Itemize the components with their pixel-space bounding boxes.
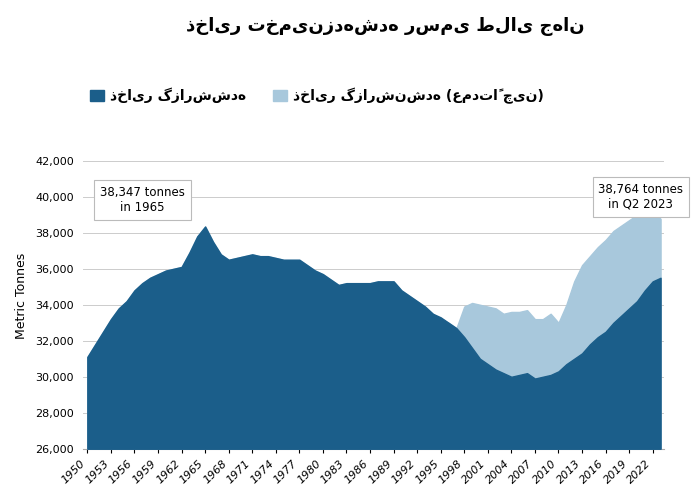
Text: 38,764 tonnes
in Q2 2023: 38,764 tonnes in Q2 2023 (598, 183, 683, 211)
Text: 38,347 tonnes
in 1965: 38,347 tonnes in 1965 (100, 186, 185, 214)
Y-axis label: Metric Tonnes: Metric Tonnes (15, 252, 28, 339)
Legend: ذخایر گزارششده, ذخایر گزارشنشده (عمدتاً چین): ذخایر گزارششده, ذخایر گزارشنشده (عمدتاً … (85, 82, 550, 110)
Text: ذخایر تخمین‌زدهشده رسمی طلای جهان: ذخایر تخمین‌زدهشده رسمی طلای جهان (186, 18, 584, 36)
